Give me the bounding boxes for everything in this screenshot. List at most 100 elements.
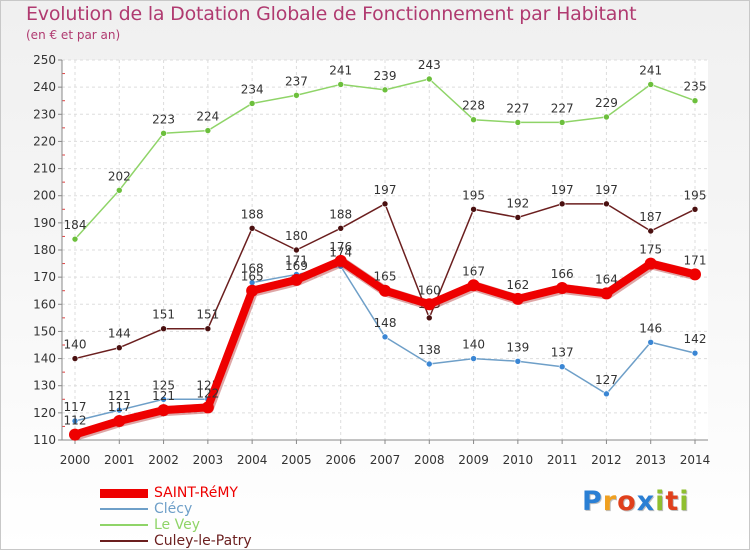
data-point-saint-remy: [511, 292, 524, 305]
data-point-clecy: [115, 406, 123, 414]
data-label-saint-remy: 121: [152, 389, 175, 403]
y-tick-label: 230: [33, 107, 56, 121]
y-tick-label: 130: [33, 379, 56, 393]
data-point-saint-remy: [334, 254, 347, 267]
y-tick-label: 160: [33, 297, 56, 311]
plot-area: [62, 60, 708, 440]
data-point-le-vey: [160, 129, 167, 137]
data-point-le-vey: [204, 127, 212, 134]
data-label-saint-remy: 166: [551, 267, 574, 281]
logo-letter: P: [582, 486, 603, 517]
data-label-culey-le-patry: 195: [462, 188, 485, 202]
data-point-saint-remy: [113, 415, 126, 427]
data-point-clecy: [470, 355, 477, 362]
data-label-saint-remy: 112: [64, 414, 87, 428]
data-point-le-vey: [691, 97, 699, 105]
data-label-le-vey: 202: [108, 169, 131, 183]
data-label-clecy: 140: [462, 338, 485, 352]
legend-label-saint-remy: SAINT-RéMY: [154, 485, 238, 501]
proxiti-logo[interactable]: Proxiti: [582, 486, 690, 517]
data-label-culey-le-patry: 140: [64, 338, 87, 352]
data-point-saint-remy: [600, 287, 613, 300]
y-tick-label: 200: [33, 189, 56, 203]
data-label-saint-remy: 171: [684, 253, 707, 267]
y-tick-label: 250: [33, 53, 56, 67]
data-point-le-vey: [381, 86, 389, 94]
data-point-saint-remy: [290, 273, 303, 286]
y-tick-label: 190: [33, 216, 56, 230]
data-point-clecy: [514, 357, 522, 365]
x-tick-label: 2001: [104, 453, 135, 467]
legend-swatch-le-vey: [100, 524, 148, 526]
data-point-saint-remy: [689, 268, 701, 281]
data-label-saint-remy: 160: [418, 283, 441, 297]
data-label-clecy: 174: [329, 245, 352, 259]
data-label-le-vey: 234: [241, 82, 264, 96]
data-label-le-vey: 235: [684, 80, 707, 94]
data-label-culey-le-patry: 151: [152, 308, 175, 322]
data-point-le-vey: [71, 235, 79, 243]
logo-letter: x: [636, 486, 656, 517]
data-point-culey-le-patry: [425, 314, 433, 322]
data-point-le-vey: [514, 119, 522, 126]
x-tick-label: 2008: [414, 453, 445, 467]
y-tick-label: 210: [33, 162, 56, 176]
data-point-saint-remy: [423, 298, 436, 311]
data-point-le-vey: [248, 100, 256, 107]
data-point-culey-le-patry: [647, 227, 655, 235]
data-point-clecy: [691, 349, 699, 357]
data-point-clecy: [558, 363, 566, 371]
data-point-saint-remy: [201, 401, 214, 414]
data-label-clecy: 168: [241, 262, 264, 276]
data-point-culey-le-patry: [691, 205, 699, 213]
data-label-clecy: 117: [64, 400, 87, 414]
data-label-le-vey: 227: [506, 101, 529, 115]
y-tick-label: 120: [33, 406, 56, 420]
y-tick-label: 220: [33, 134, 56, 148]
data-label-le-vey: 243: [418, 58, 441, 72]
chart-title: Evolution de la Dotation Globale de Fonc…: [26, 3, 637, 25]
data-point-culey-le-patry: [204, 325, 212, 333]
data-point-culey-le-patry: [293, 246, 300, 254]
legend-swatch-saint-remy: [100, 488, 148, 498]
data-point-le-vey: [603, 113, 610, 121]
data-label-le-vey: 229: [595, 96, 618, 110]
data-label-culey-le-patry: 197: [551, 183, 574, 197]
data-label-culey-le-patry: 144: [108, 327, 131, 341]
logo-letter: i: [655, 486, 666, 517]
logo-letter: t: [665, 486, 680, 517]
data-point-culey-le-patry: [115, 344, 123, 352]
data-label-clecy: 125: [152, 378, 175, 392]
data-label-culey-le-patry: 195: [684, 188, 707, 202]
data-point-saint-remy: [157, 404, 170, 417]
logo-letter: r: [602, 486, 618, 517]
data-label-clecy: 127: [595, 373, 618, 387]
data-label-clecy: 142: [684, 332, 707, 346]
x-tick-label: 2000: [60, 453, 91, 467]
data-point-le-vey: [647, 81, 655, 88]
data-point-saint-remy: [467, 279, 480, 292]
data-label-clecy: 121: [108, 389, 131, 403]
x-tick-label: 2005: [281, 453, 312, 467]
data-point-culey-le-patry: [71, 355, 79, 362]
data-point-le-vey: [558, 119, 566, 126]
data-point-saint-remy: [556, 282, 569, 294]
y-tick-label: 170: [33, 270, 56, 284]
legend-label-culey-le-patry: Culey-le-Patry: [154, 533, 252, 549]
legend-swatch-culey-le-patry: [100, 540, 148, 542]
data-label-culey-le-patry: 180: [285, 229, 308, 243]
data-label-clecy: 146: [639, 321, 662, 335]
data-point-culey-le-patry: [558, 200, 566, 208]
data-point-saint-remy: [379, 284, 391, 297]
data-point-clecy: [647, 338, 655, 346]
data-label-culey-le-patry: 192: [506, 196, 529, 210]
logo-letter: i: [679, 486, 690, 517]
data-label-saint-remy: 162: [506, 278, 529, 292]
y-tick-label: 150: [33, 324, 56, 338]
data-label-clecy: 139: [506, 340, 529, 354]
data-point-culey-le-patry: [470, 205, 477, 213]
data-label-saint-remy: 169: [285, 259, 308, 273]
data-label-saint-remy: 122: [196, 386, 219, 400]
x-tick-label: 2010: [503, 453, 534, 467]
